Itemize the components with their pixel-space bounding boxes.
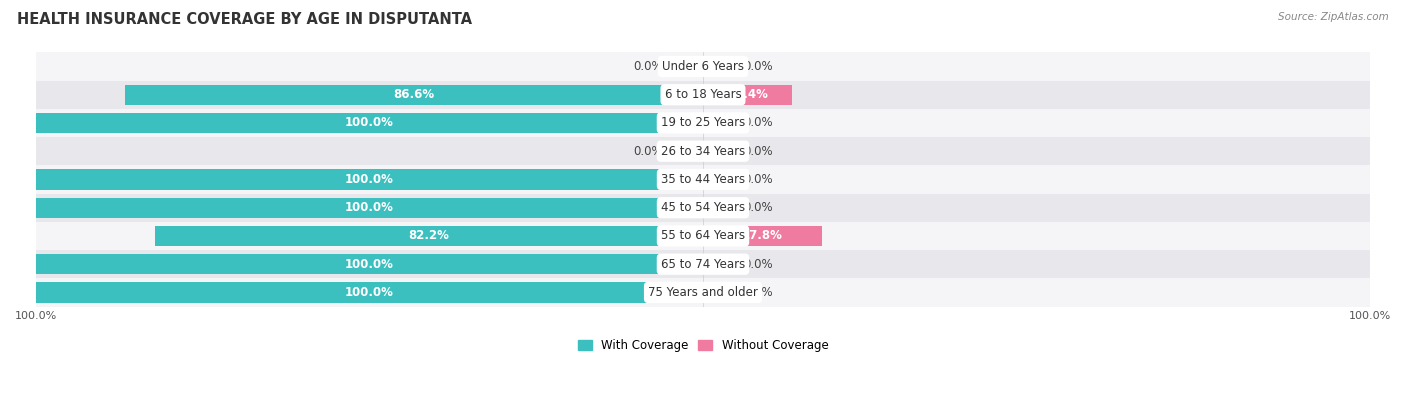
Bar bbox=[703, 198, 737, 218]
Text: 0.0%: 0.0% bbox=[633, 145, 664, 158]
Text: 0.0%: 0.0% bbox=[742, 60, 773, 73]
Text: HEALTH INSURANCE COVERAGE BY AGE IN DISPUTANTA: HEALTH INSURANCE COVERAGE BY AGE IN DISP… bbox=[17, 12, 472, 27]
Text: 0.0%: 0.0% bbox=[742, 286, 773, 299]
Bar bbox=[703, 254, 737, 274]
Bar bbox=[703, 85, 793, 105]
Text: 0.0%: 0.0% bbox=[742, 201, 773, 214]
Text: 26 to 34 Years: 26 to 34 Years bbox=[661, 145, 745, 158]
Text: 0.0%: 0.0% bbox=[742, 117, 773, 129]
Bar bbox=[155, 226, 703, 246]
Bar bbox=[37, 113, 703, 133]
Bar bbox=[703, 169, 737, 190]
Bar bbox=[37, 81, 1369, 109]
Text: 0.0%: 0.0% bbox=[633, 60, 664, 73]
Bar bbox=[703, 226, 821, 246]
Text: 19 to 25 Years: 19 to 25 Years bbox=[661, 117, 745, 129]
Bar bbox=[703, 282, 737, 303]
Text: 86.6%: 86.6% bbox=[394, 88, 434, 101]
Text: 35 to 44 Years: 35 to 44 Years bbox=[661, 173, 745, 186]
Text: 100.0%: 100.0% bbox=[344, 201, 394, 214]
Bar bbox=[37, 137, 1369, 165]
Text: Under 6 Years: Under 6 Years bbox=[662, 60, 744, 73]
Bar bbox=[669, 141, 703, 161]
Text: 65 to 74 Years: 65 to 74 Years bbox=[661, 258, 745, 271]
Bar bbox=[37, 193, 1369, 222]
Legend: With Coverage, Without Coverage: With Coverage, Without Coverage bbox=[572, 334, 834, 356]
Bar bbox=[703, 141, 737, 161]
Bar bbox=[37, 282, 703, 303]
Text: 100.0%: 100.0% bbox=[344, 117, 394, 129]
Bar bbox=[37, 278, 1369, 307]
Text: 100.0%: 100.0% bbox=[344, 173, 394, 186]
Bar bbox=[37, 254, 703, 274]
Text: 75 Years and older: 75 Years and older bbox=[648, 286, 758, 299]
Bar bbox=[37, 52, 1369, 81]
Text: 13.4%: 13.4% bbox=[727, 88, 768, 101]
Bar bbox=[669, 56, 703, 77]
Text: 0.0%: 0.0% bbox=[742, 145, 773, 158]
Text: 17.8%: 17.8% bbox=[742, 229, 783, 242]
Text: 55 to 64 Years: 55 to 64 Years bbox=[661, 229, 745, 242]
Bar bbox=[703, 56, 737, 77]
Bar bbox=[37, 198, 703, 218]
Bar bbox=[37, 222, 1369, 250]
Bar bbox=[37, 169, 703, 190]
Text: 6 to 18 Years: 6 to 18 Years bbox=[665, 88, 741, 101]
Bar bbox=[37, 165, 1369, 193]
Bar bbox=[125, 85, 703, 105]
Text: 100.0%: 100.0% bbox=[344, 286, 394, 299]
Text: 100.0%: 100.0% bbox=[344, 258, 394, 271]
Text: 45 to 54 Years: 45 to 54 Years bbox=[661, 201, 745, 214]
Text: 0.0%: 0.0% bbox=[742, 173, 773, 186]
Bar bbox=[703, 113, 737, 133]
Bar bbox=[37, 109, 1369, 137]
Bar bbox=[37, 250, 1369, 278]
Text: 0.0%: 0.0% bbox=[742, 258, 773, 271]
Text: Source: ZipAtlas.com: Source: ZipAtlas.com bbox=[1278, 12, 1389, 22]
Text: 82.2%: 82.2% bbox=[409, 229, 450, 242]
